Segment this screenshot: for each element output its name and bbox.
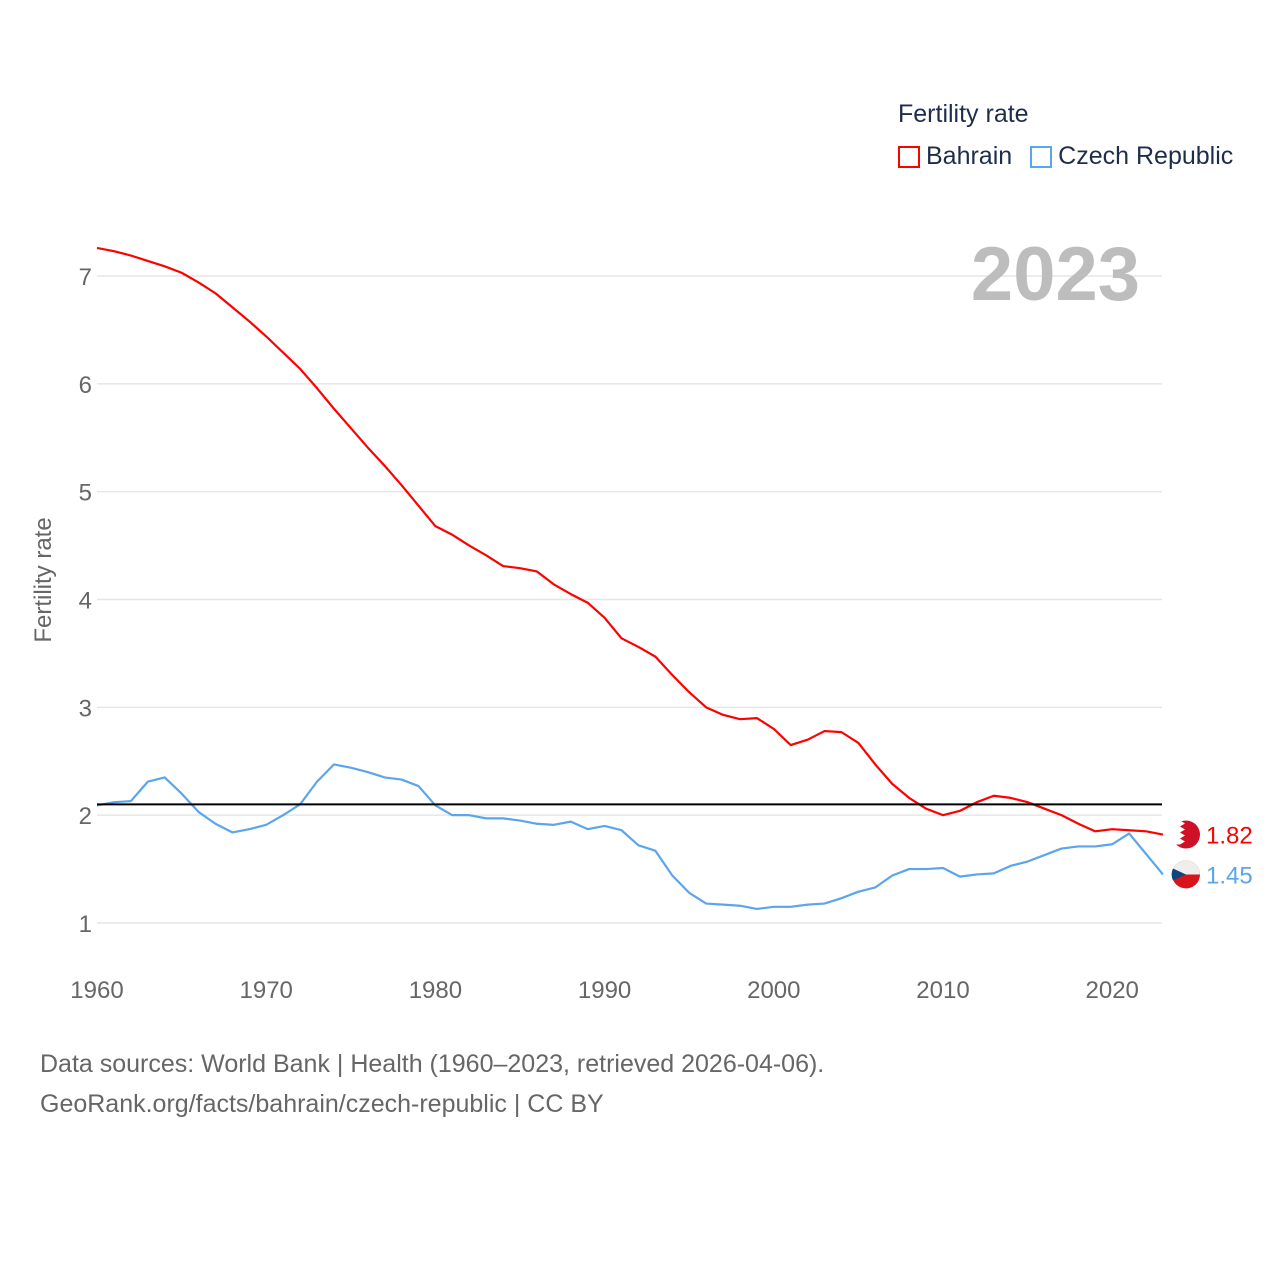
bahrain-flag-stripe — [1172, 820, 1185, 845]
series-line-czech-republic — [96, 763, 1164, 911]
y-tick-label: 2 — [79, 803, 92, 830]
y-tick-label: 5 — [79, 480, 92, 507]
attribution-link[interactable]: GeoRank.org/facts/bahrain/czech-republic… — [40, 1090, 604, 1118]
y-axis-label: Fertility rate — [30, 517, 57, 642]
legend-item-czech-republic[interactable]: Czech Republic — [1030, 142, 1233, 171]
y-tick-label: 6 — [79, 372, 92, 399]
legend-item-bahrain[interactable]: Bahrain — [898, 142, 1012, 171]
series-line-bahrain — [96, 246, 1164, 836]
x-tick-label: 1960 — [70, 977, 123, 1004]
footer: Data sources: World Bank | Health (1960–… — [40, 1044, 824, 1124]
x-tick-label: 1970 — [240, 977, 293, 1004]
x-tick-label: 2000 — [747, 977, 800, 1004]
end-value-label: 1.45 — [1206, 862, 1253, 889]
legend-label: Czech Republic — [1058, 142, 1234, 170]
x-tick-label: 2010 — [916, 977, 969, 1004]
legend: Bahrain Czech Republic — [898, 142, 1233, 171]
y-tick-label: 1 — [79, 911, 92, 938]
legend-title: Fertility rate — [898, 100, 1029, 128]
y-tick-label: 3 — [79, 695, 92, 722]
legend-swatch-czech-republic — [1030, 145, 1053, 168]
data-source-text: Data sources: World Bank | Health (1960–… — [40, 1050, 825, 1078]
legend-label: Bahrain — [926, 142, 1013, 170]
legend-swatch-bahrain — [898, 145, 920, 168]
current-year-label: 2023 — [971, 232, 1140, 317]
y-tick-label: 7 — [79, 264, 92, 291]
czech-flag-triangle — [1171, 868, 1186, 881]
y-tick-label: 4 — [79, 587, 92, 614]
end-value-label: 1.82 — [1206, 823, 1253, 850]
x-tick-label: 2020 — [1086, 977, 1139, 1004]
x-tick-label: 1980 — [409, 977, 462, 1004]
czech-flag-white — [1172, 860, 1200, 875]
x-tick-label: 1990 — [578, 977, 631, 1004]
